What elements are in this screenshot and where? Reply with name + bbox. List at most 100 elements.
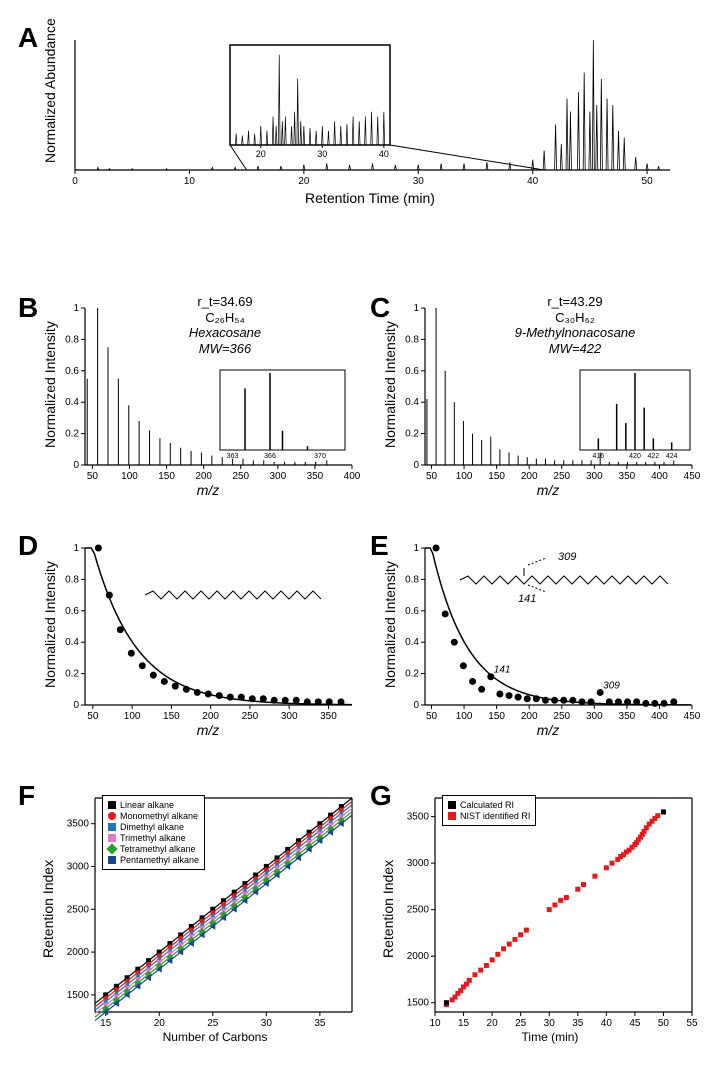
formula-b: C₂₆H₅₄ [205, 310, 245, 325]
svg-text:45: 45 [629, 1018, 641, 1029]
rt-c: r_t=43.29 [547, 294, 602, 309]
svg-text:0.2: 0.2 [405, 429, 419, 440]
svg-text:450: 450 [684, 711, 700, 722]
svg-text:50: 50 [87, 711, 99, 722]
svg-text:40: 40 [379, 149, 389, 159]
panel-label-c: C [370, 292, 390, 324]
chart-a: 01020304050203040 [60, 35, 680, 205]
svg-text:35: 35 [572, 1018, 584, 1029]
svg-text:25: 25 [515, 1018, 527, 1029]
legend-g: Calculated RINIST identified RI [442, 795, 536, 826]
svg-text:1: 1 [73, 543, 79, 554]
svg-text:350: 350 [320, 711, 337, 722]
svg-text:150: 150 [488, 711, 505, 722]
svg-text:0.4: 0.4 [65, 397, 79, 408]
ylabel-a: Normalized Abundance [42, 63, 58, 163]
svg-text:350: 350 [619, 711, 636, 722]
svg-text:40: 40 [601, 1018, 613, 1029]
svg-text:30: 30 [544, 1018, 556, 1029]
legend-item: Trimethyl alkane [108, 833, 199, 843]
svg-text:0.6: 0.6 [405, 366, 419, 377]
name-b: Hexacosane [189, 325, 261, 340]
svg-text:2500: 2500 [67, 904, 90, 915]
panel-d: 5010015020025030035000.20.40.60.81 Norma… [60, 540, 360, 740]
svg-text:1: 1 [413, 543, 419, 554]
svg-text:1500: 1500 [407, 998, 430, 1009]
svg-text:416: 416 [592, 453, 604, 460]
svg-text:0.8: 0.8 [65, 574, 79, 585]
ylabel-b: Normalized Intensity [42, 338, 58, 448]
chart-e: 5010015020025030035040045000.20.40.60.81… [400, 540, 700, 740]
svg-text:3500: 3500 [407, 812, 430, 823]
svg-text:55: 55 [686, 1018, 698, 1029]
svg-text:0.6: 0.6 [405, 606, 419, 617]
svg-text:300: 300 [269, 471, 286, 482]
svg-text:15: 15 [100, 1018, 112, 1029]
svg-text:20: 20 [256, 149, 266, 159]
panel-a: 01020304050203040 Normalized Abundance R… [60, 35, 680, 205]
legend-label: Dimethyl alkane [120, 822, 184, 832]
panel-label-g: G [370, 780, 392, 812]
formula-c: C₃₀H₆₂ [555, 310, 595, 325]
svg-text:0.4: 0.4 [65, 637, 79, 648]
svg-text:0: 0 [72, 176, 78, 187]
svg-text:3000: 3000 [67, 861, 90, 872]
legend-item: NIST identified RI [448, 811, 530, 821]
ylabel-f: Retention Index [40, 858, 56, 958]
svg-text:0: 0 [73, 700, 79, 711]
svg-text:309: 309 [558, 551, 576, 563]
panel-f: 152025303515002000250030003500 Retention… [60, 790, 360, 1045]
svg-text:2500: 2500 [407, 905, 430, 916]
svg-text:422: 422 [647, 453, 659, 460]
svg-text:200: 200 [521, 471, 538, 482]
svg-text:0.4: 0.4 [405, 397, 419, 408]
legend-item: Tetramethyl alkane [108, 844, 199, 854]
svg-text:50: 50 [87, 471, 99, 482]
legend-label: NIST identified RI [460, 811, 530, 821]
chart-d: 5010015020025030035000.20.40.60.81 [60, 540, 360, 740]
legend-label: Trimethyl alkane [120, 833, 186, 843]
svg-text:141: 141 [518, 593, 536, 605]
panel-label-f: F [18, 780, 35, 812]
svg-text:300: 300 [586, 471, 603, 482]
svg-text:10: 10 [429, 1018, 441, 1029]
svg-text:366: 366 [264, 453, 276, 460]
svg-text:2000: 2000 [67, 947, 90, 958]
svg-text:350: 350 [619, 471, 636, 482]
svg-text:150: 150 [163, 711, 180, 722]
svg-text:10: 10 [184, 176, 196, 187]
legend-item: Pentamethyl alkane [108, 855, 199, 865]
svg-text:0.8: 0.8 [65, 334, 79, 345]
svg-text:200: 200 [195, 471, 212, 482]
svg-text:200: 200 [202, 711, 219, 722]
xlabel-g: Time (min) [510, 1030, 590, 1044]
svg-text:35: 35 [314, 1018, 326, 1029]
legend-label: Linear alkane [120, 800, 174, 810]
svg-text:300: 300 [586, 711, 603, 722]
svg-text:420: 420 [629, 453, 641, 460]
svg-text:25: 25 [207, 1018, 219, 1029]
svg-text:1500: 1500 [67, 990, 90, 1001]
svg-text:0.8: 0.8 [405, 574, 419, 585]
svg-text:100: 100 [456, 471, 473, 482]
svg-text:1: 1 [73, 303, 79, 314]
svg-text:50: 50 [658, 1018, 670, 1029]
legend-label: Monomethyl alkane [120, 811, 198, 821]
svg-text:20: 20 [487, 1018, 499, 1029]
svg-text:20: 20 [298, 176, 310, 187]
svg-text:141: 141 [494, 665, 511, 676]
rt-b: r_t=34.69 [197, 294, 252, 309]
svg-text:30: 30 [261, 1018, 273, 1029]
panel-label-e: E [370, 530, 389, 562]
svg-text:100: 100 [121, 471, 138, 482]
svg-text:424: 424 [666, 453, 678, 460]
chart-g: 1015202530354045505515002000250030003500 [400, 790, 700, 1045]
svg-text:3500: 3500 [67, 819, 90, 830]
svg-text:0: 0 [413, 700, 419, 711]
ylabel-d: Normalized Intensity [42, 578, 58, 688]
svg-text:400: 400 [651, 711, 668, 722]
ylabel-g: Retention Index [380, 858, 396, 958]
svg-text:363: 363 [227, 453, 239, 460]
legend-item: Dimethyl alkane [108, 822, 199, 832]
legend-label: Calculated RI [460, 800, 514, 810]
